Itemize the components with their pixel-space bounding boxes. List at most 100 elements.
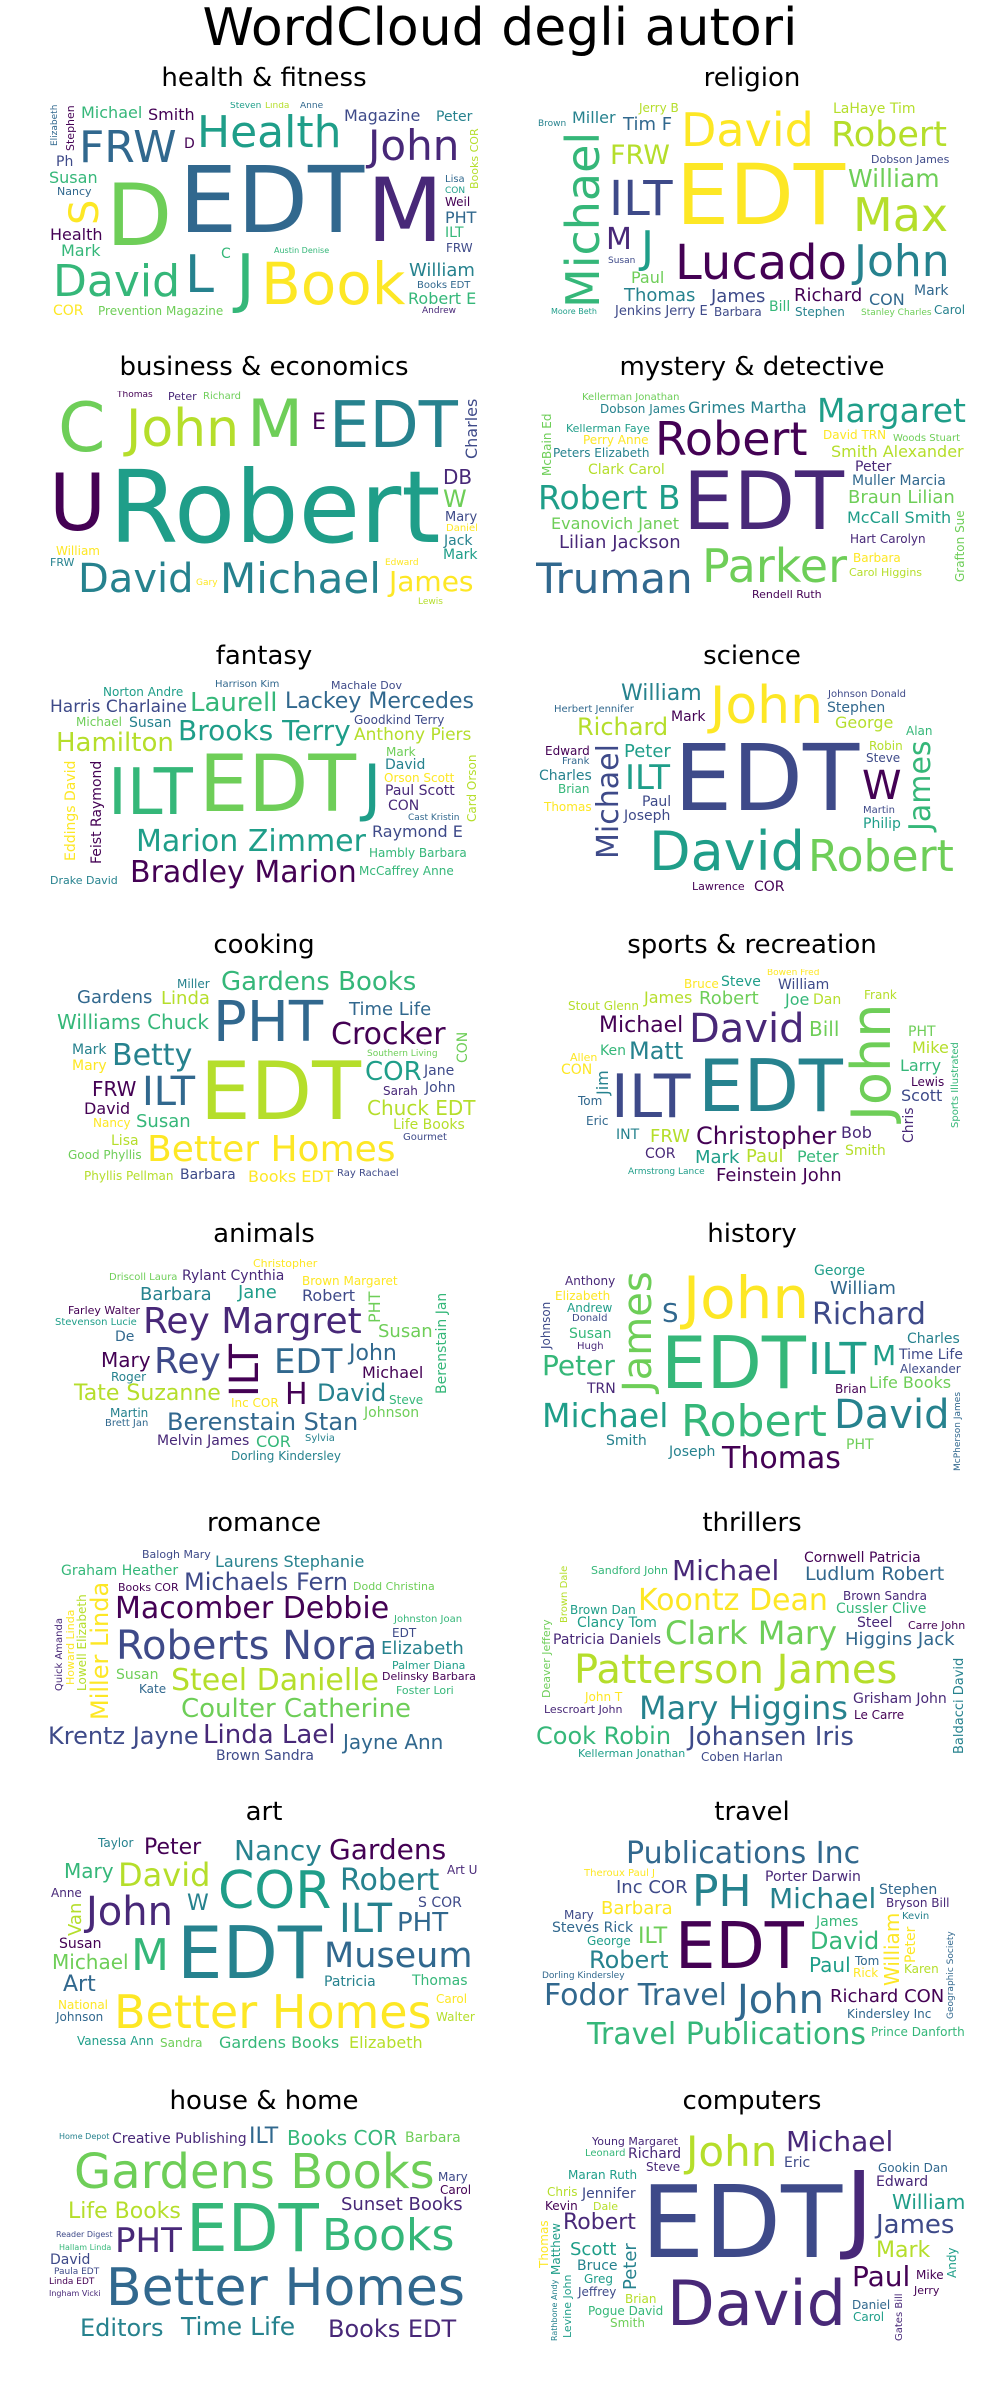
cloud-word: Steves Rick [552, 1920, 634, 1936]
cloud-word: Steve [866, 751, 901, 765]
cloud-word: Rick [853, 1966, 879, 1980]
cloud-word: James [903, 740, 938, 831]
cloud-word: Jane [238, 1282, 277, 1303]
cloud-word: CON [869, 290, 905, 309]
cloud-word: Barbara [405, 2130, 461, 2146]
cloud-word: Publications Inc [626, 1836, 861, 1871]
cloud-word: Barbara [714, 305, 762, 318]
cloud-word: William [848, 164, 940, 193]
panel-title: animals [213, 1219, 315, 1249]
cloud-word: J [641, 222, 654, 273]
cloud-word: Charles [539, 768, 592, 784]
cloud-word: Smith [845, 1143, 886, 1159]
cloud-word: EDT [698, 1044, 843, 1128]
cloud-word: Kevin [902, 1911, 930, 1922]
cloud-word: Macomber Debbie [115, 1591, 390, 1626]
cloud-word: EDT [683, 455, 845, 548]
panel-title: sports & recreation [627, 930, 877, 960]
cloud-word: Susan [569, 1326, 612, 1342]
cloud-word: David [317, 1379, 387, 1407]
cloud-word: Books EDT [248, 1167, 334, 1185]
cloud-word: Miller [177, 977, 210, 991]
cloud-word: Chris [547, 2185, 578, 2199]
cloud-word: McBain Ed [540, 413, 554, 477]
cloud-word: J [845, 2151, 874, 2263]
cloud-word: Sandra [160, 2036, 203, 2050]
panel-art: art EDT COR Better Homes Museum M John ILT David… [48, 1796, 480, 2052]
cloud-word: Good Phyllis [68, 1148, 142, 1162]
cloud-word: Bradley Marion [130, 855, 357, 890]
cloud-word: Smith Alexander [831, 442, 964, 461]
cloud-word: Books EDT [328, 2315, 457, 2341]
cloud-word: George [814, 1263, 866, 1279]
cloud-word: Cussler Clive [836, 1601, 927, 1617]
cloud-word: Elizabeth [381, 1638, 464, 1659]
cloud-word: ILT [339, 1896, 393, 1942]
cloud-word: John [683, 1264, 810, 1332]
cloud-word: Susan [136, 1111, 191, 1132]
cloud-word: Lowell Elizabeth [75, 1594, 89, 1691]
cloud-word: M [367, 159, 443, 262]
cloud-word: David [667, 2267, 847, 2340]
cloud-word: D [184, 136, 195, 152]
cloud-word: David [78, 556, 194, 602]
cloud-word: Quick Amanda [54, 1618, 65, 1691]
cloud-word: Harrison Kim [215, 680, 280, 690]
word-cloud: EDT J David John Michael Paul James Robert Mark W… [536, 2125, 968, 2341]
cloud-word: Foster Lori [396, 1684, 454, 1697]
cloud-word: Moore Beth [551, 307, 597, 316]
cloud-word: Ph [56, 154, 74, 170]
cloud-word: David [84, 1099, 131, 1118]
cloud-word: Brown Sandra [216, 1748, 314, 1763]
cloud-word: Johansen Iris [688, 1722, 854, 1752]
cloud-word: Mark [876, 2238, 931, 2263]
cloud-word: Carre John [908, 1619, 966, 1632]
cloud-word: Sylvia [305, 1433, 335, 1444]
cloud-word: John [710, 680, 824, 736]
cloud-word: Brown Dan [570, 1603, 636, 1617]
cloud-word: Matt [629, 1037, 684, 1065]
cloud-word: Stephen [827, 700, 886, 716]
cloud-word: Jim [593, 1070, 612, 1095]
cloud-word: Time Life [349, 999, 432, 1020]
cloud-word: Mark [695, 1147, 740, 1168]
cloud-word: Carol Higgins [849, 566, 923, 579]
cloud-word: Evanovich Janet [551, 514, 680, 533]
cloud-word: Betty [112, 1038, 193, 1073]
cloud-word: Krentz Jayne [48, 1722, 199, 1750]
cloud-word: Susan [49, 168, 98, 187]
cloud-word: Charles [907, 1331, 960, 1347]
cloud-word: EDT [200, 1045, 362, 1138]
cloud-word: Machale Dov [331, 680, 403, 692]
cloud-word: Susan [116, 1667, 159, 1683]
cloud-word: David TRN [823, 428, 887, 442]
panel-history: history EDT John Robert ILT Michael James David… [536, 1218, 968, 1474]
cloud-word: Peter [624, 741, 671, 762]
cloud-word: M [872, 1339, 897, 1372]
cloud-word: Michael [362, 1363, 424, 1382]
cloud-word: Steve [721, 974, 761, 990]
cloud-word: Anthony Piers [354, 725, 472, 745]
cloud-word: Elizabeth [555, 1289, 611, 1303]
cloud-word: Johnson [364, 1405, 420, 1421]
panel-title: art [245, 1797, 283, 1827]
cloud-word: Philip [863, 816, 901, 832]
cloud-word: Steve [646, 2160, 681, 2174]
cloud-word: Patricia [324, 1974, 376, 1990]
cloud-word: Eddings David [63, 760, 79, 861]
cloud-word: Bowen Fred [767, 969, 820, 978]
cloud-word: D [106, 166, 173, 266]
cloud-word: McCaffrey Anne [359, 864, 454, 878]
cloud-word: Rathbone Andy [550, 2279, 559, 2341]
cloud-word: John [840, 1003, 903, 1121]
cloud-word: C [221, 246, 231, 262]
cloud-word: Kindersley Inc [847, 2007, 932, 2021]
cloud-word: Mary Higgins [639, 1689, 848, 1727]
cloud-word: Michael [672, 1554, 780, 1587]
cloud-word: John T [585, 1690, 623, 1704]
cloud-word: Stevenson Lucie [55, 1317, 137, 1328]
cloud-word: William [56, 544, 100, 558]
cloud-word: Tom [578, 1094, 603, 1108]
cloud-word: Michaels Fern [184, 1568, 348, 1596]
cloud-word: Lescroart John [544, 1703, 623, 1716]
